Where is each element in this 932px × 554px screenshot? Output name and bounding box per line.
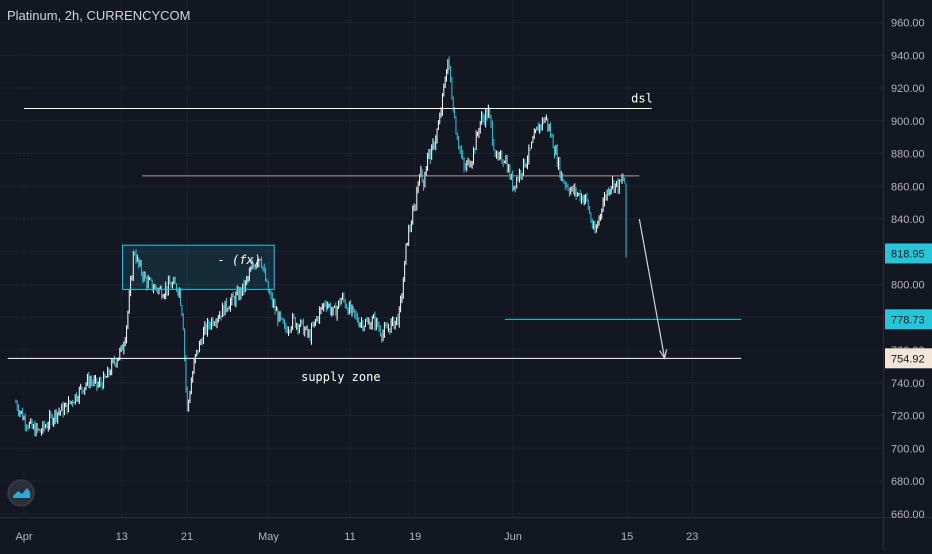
price-axis-tick-label: 880.00 <box>891 149 925 161</box>
price-axis-tick-label: 660.00 <box>891 509 925 521</box>
time-axis-tick-label: 13 <box>116 531 128 543</box>
price-axis-tick-label: 900.00 <box>891 116 925 128</box>
time-axis-tick-label: 23 <box>686 531 698 543</box>
price-axis-tick-label: 960.00 <box>891 18 925 30</box>
time-axis-tick-label: Jun <box>504 531 522 543</box>
annotation-text: dsl <box>631 92 653 106</box>
price-axis-tick-label: 720.00 <box>891 411 925 423</box>
price-tag-label: 818.95 <box>891 248 925 260</box>
target-arrow <box>638 218 666 359</box>
time-axis-tick-label: 11 <box>344 531 355 543</box>
target-arrow-head <box>659 349 668 360</box>
time-axis-tick-label: 21 <box>181 531 193 543</box>
price-tag <box>885 348 932 369</box>
price-axis-tick-label: 680.00 <box>891 476 925 488</box>
annotation-text: supply zone <box>301 370 380 384</box>
fx-zone-rectangle <box>122 244 275 290</box>
time-axis-tick-label: May <box>258 531 279 543</box>
price-tag <box>885 243 932 264</box>
time-axis-tick-label: 19 <box>409 531 421 543</box>
price-axis-tick-label: 860.00 <box>891 181 925 193</box>
tradingview-logo-icon[interactable] <box>7 479 35 507</box>
symbol-title: Platinum, 2h, CURRENCYCOM <box>7 8 191 23</box>
time-axis-tick-label: Apr <box>15 531 32 543</box>
price-tag-label: 778.73 <box>891 314 925 326</box>
price-tag <box>885 309 932 330</box>
price-axis-tick-label: 940.00 <box>891 50 925 62</box>
price-axis-tick-label: 740.00 <box>891 378 925 390</box>
price-axis-tick-label: 700.00 <box>891 443 925 455</box>
time-axis-tick-label: 15 <box>621 531 633 543</box>
price-axis-background <box>883 0 932 550</box>
price-tag-label: 754.92 <box>891 353 925 365</box>
price-axis-tick-label: 800.00 <box>891 280 925 292</box>
price-axis-tick-label: 840.00 <box>891 214 925 226</box>
fx-zone-label: - (fx) <box>218 253 261 267</box>
price-axis-tick-label: 920.00 <box>891 83 925 95</box>
